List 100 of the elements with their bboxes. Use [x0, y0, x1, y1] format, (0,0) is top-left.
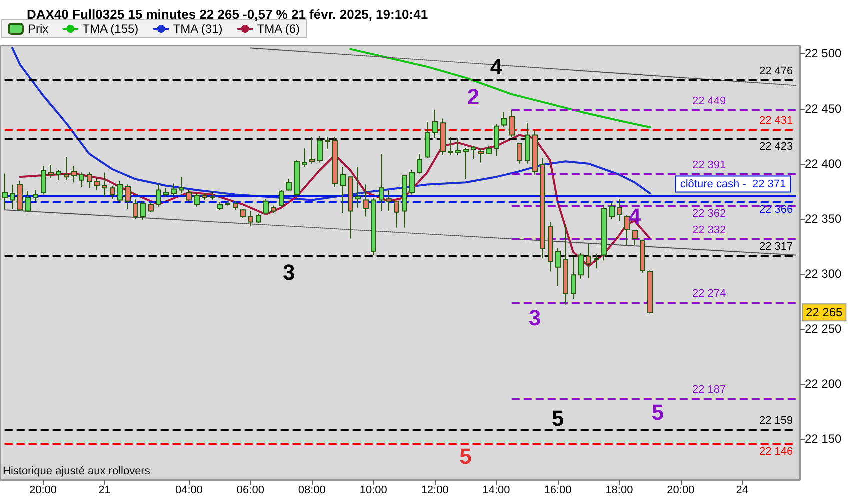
ref-line-label: 22 391 [692, 159, 726, 172]
candlestick [79, 172, 84, 188]
y-tick-label: 22 300 [805, 267, 842, 282]
x-tick-label: 14:00 [482, 484, 510, 496]
candlestick [586, 244, 591, 279]
candlestick [71, 166, 77, 184]
candlestick [348, 176, 353, 240]
candlestick [432, 109, 438, 140]
candlestick [286, 178, 292, 192]
candlestick [540, 158, 545, 260]
x-tick-label: 12:00 [421, 484, 449, 496]
annotation: 2 [467, 84, 480, 110]
candlestick [501, 112, 507, 128]
candlestick [248, 210, 253, 228]
candlestick [171, 183, 177, 196]
candlestick [163, 188, 169, 198]
candlestick [279, 190, 284, 208]
ref-line-label: 22 449 [692, 95, 726, 108]
candlestick [402, 175, 407, 228]
candlestick [440, 118, 446, 156]
candlestick [125, 184, 131, 210]
candlestick [425, 122, 430, 159]
candlestick [463, 148, 469, 180]
candlestick [110, 185, 115, 200]
candlestick [2, 173, 8, 210]
x-tick-label: 18:00 [606, 484, 634, 496]
candlestick [609, 203, 615, 220]
annotation: Historique ajusté aux rollovers [3, 466, 151, 478]
line-series [350, 48, 652, 129]
y-tick-label: 22 150 [805, 432, 842, 446]
candlestick [33, 190, 38, 202]
candlestick [10, 184, 15, 210]
candlestick [363, 184, 369, 218]
candlestick [386, 190, 392, 212]
candlestick [494, 124, 499, 157]
x-tick-label: 08:00 [298, 484, 326, 496]
legend-label: TMA (31) [173, 22, 223, 36]
x-tick-label: 20:00 [667, 484, 695, 496]
ref-line-label: 22 423 [760, 141, 794, 154]
ref-line-label: 22 332 [692, 224, 726, 236]
candlestick [640, 239, 645, 274]
candlestick [263, 198, 269, 216]
ref-line-label: 22 187 [692, 384, 726, 396]
candlestick [578, 252, 584, 280]
candlestick [210, 190, 215, 201]
candlestick [509, 109, 515, 138]
candlestick [148, 202, 154, 213]
annotation: 3 [528, 305, 542, 330]
candlestick [217, 202, 223, 211]
x-tick-label: 21 [98, 484, 111, 496]
candlestick [594, 254, 599, 270]
legend-label: TMA (6) [257, 22, 300, 36]
candlestick [240, 208, 246, 218]
candlestick [448, 136, 453, 156]
x-tick-label: 16:00 [544, 484, 572, 496]
y-tick-label: 22 400 [805, 156, 842, 171]
ref-line-label: 22 146 [760, 446, 794, 458]
candlestick [325, 136, 330, 150]
y-tick-label: 22 350 [805, 212, 842, 226]
candlestick [271, 205, 276, 214]
y-tick-label: 22 200 [805, 377, 842, 392]
candlestick [532, 129, 538, 176]
ref-line-label: 22 317 [760, 240, 794, 253]
candlestick [632, 230, 638, 246]
candlestick [25, 190, 31, 213]
candlestick [186, 190, 192, 202]
candlestick [94, 178, 100, 191]
x-tick-label: 04:00 [175, 484, 203, 496]
candlestick [87, 172, 92, 189]
x-tick-label: 10:00 [360, 484, 388, 496]
candlestick [525, 122, 530, 164]
candlestick [225, 202, 230, 206]
candlestick [48, 164, 54, 179]
annotation: 5 [460, 444, 472, 470]
candlestick [332, 136, 338, 188]
annotation: 5 [552, 406, 564, 432]
candlestick [647, 270, 653, 314]
x-tick-label: 06:00 [236, 484, 264, 496]
candlestick [140, 200, 146, 221]
candlestick [56, 170, 61, 181]
x-tick-label: 20:00 [29, 484, 58, 496]
candlestick [379, 153, 384, 212]
candlestick [471, 146, 476, 160]
ref-line-label: clôture cash - 22 371 [680, 178, 786, 190]
ref-line-label: 22 476 [760, 66, 794, 78]
candlestick [548, 222, 553, 272]
candlestick [133, 198, 138, 220]
legend-label: TMA (155) [82, 22, 139, 36]
y-tick-label: 22 500 [805, 46, 842, 61]
candlestick [617, 198, 622, 222]
candlestick [340, 166, 346, 214]
candlestick [601, 205, 607, 262]
candlestick [17, 180, 23, 212]
chart-title: DAX40 Full0325 15 minutes 22 265 -0,57 % 21 févr. 2025, 19:10:41 [27, 7, 428, 22]
x-tick-label: 24 [736, 484, 749, 496]
ref-line-label: 22 362 [692, 208, 726, 220]
annotation: 5 [652, 400, 664, 426]
candlestick [309, 136, 315, 164]
candlestick [394, 200, 399, 228]
candlestick [478, 148, 484, 164]
